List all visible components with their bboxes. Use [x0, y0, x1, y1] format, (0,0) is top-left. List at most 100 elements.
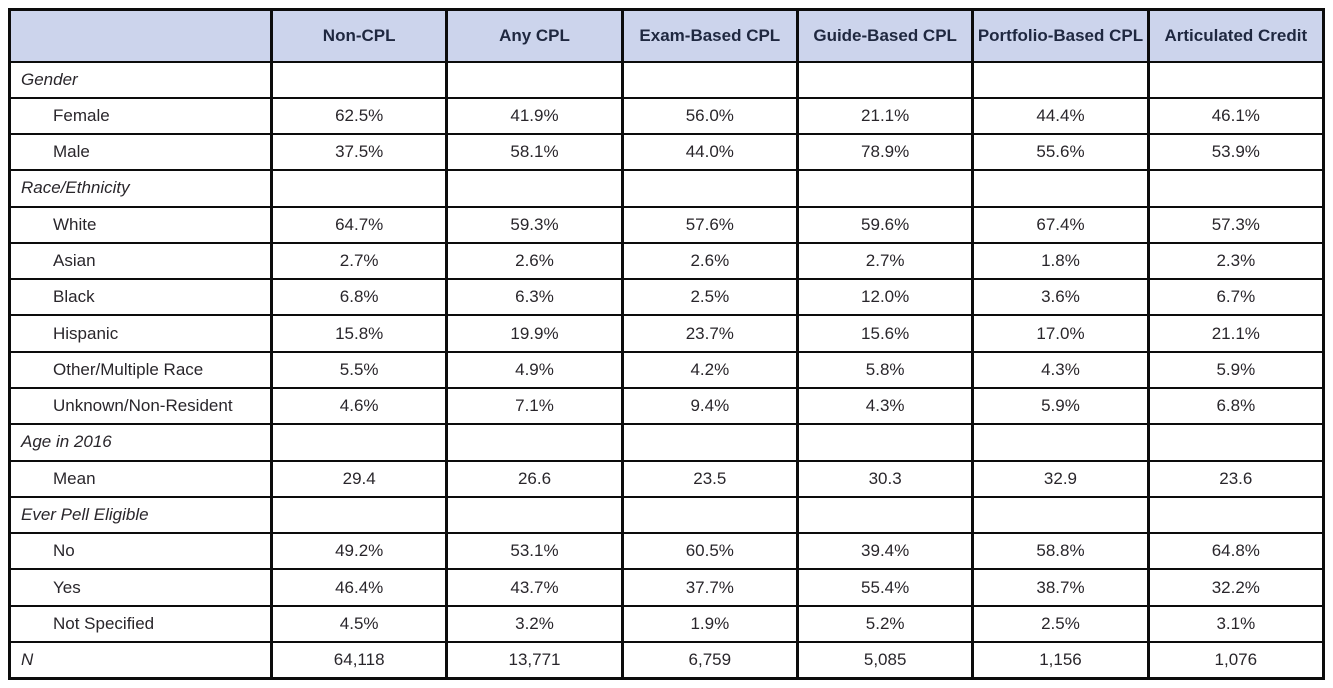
value-cell — [971, 423, 1150, 462]
table-row: Not Specified 4.5% 3.2% 1.9% 5.2% 2.5% 3.1% — [8, 604, 1326, 644]
header-row: Non-CPL Any CPL Exam-Based CPL Guide-Based … — [8, 8, 1326, 63]
column-header: Any CPL — [445, 8, 624, 63]
row-label: Gender — [8, 60, 273, 99]
value-cell — [971, 60, 1150, 99]
value-cell — [620, 60, 799, 99]
value-cell: 17.0% — [971, 314, 1150, 353]
section-row: Race/Ethnicity — [8, 169, 1326, 208]
value-cell — [971, 495, 1150, 535]
value-cell: 1,076 — [1146, 641, 1326, 680]
value-cell: 2.7% — [269, 241, 449, 281]
value-cell: 2.7% — [795, 241, 975, 281]
value-cell: 39.4% — [795, 532, 975, 571]
value-cell: 60.5% — [620, 532, 799, 571]
value-cell — [1146, 423, 1326, 462]
value-cell — [620, 169, 799, 208]
value-cell — [795, 60, 975, 99]
value-cell: 23.7% — [620, 314, 799, 353]
value-cell: 57.6% — [620, 205, 799, 244]
column-header: Articulated Credit — [1146, 8, 1326, 63]
row-label: Race/Ethnicity — [8, 169, 273, 208]
value-cell: 5,085 — [795, 641, 975, 680]
header-empty-cell — [8, 8, 273, 63]
table-row: Unknown/Non-Resident 4.6% 7.1% 9.4% 4.3% 5.9%… — [8, 387, 1326, 426]
value-cell: 32.2% — [1146, 568, 1326, 607]
value-cell: 23.6 — [1146, 459, 1326, 498]
row-label: Mean — [8, 459, 273, 498]
value-cell: 21.1% — [1146, 314, 1326, 353]
row-label: Unknown/Non-Resident — [8, 387, 273, 426]
value-cell — [269, 495, 449, 535]
row-label: Age in 2016 — [8, 423, 273, 462]
value-cell: 3.6% — [971, 278, 1150, 317]
value-cell: 56.0% — [620, 96, 799, 136]
value-cell: 6.8% — [1146, 387, 1326, 426]
value-cell: 46.4% — [269, 568, 449, 607]
value-cell: 64.8% — [1146, 532, 1326, 571]
value-cell: 2.3% — [1146, 241, 1326, 281]
column-header: Non-CPL — [269, 8, 449, 63]
value-cell: 4.5% — [269, 604, 449, 644]
value-cell: 37.7% — [620, 568, 799, 607]
value-cell: 6.3% — [445, 278, 624, 317]
value-cell: 4.3% — [971, 350, 1150, 390]
value-cell — [795, 495, 975, 535]
value-cell: 1.8% — [971, 241, 1150, 281]
value-cell: 62.5% — [269, 96, 449, 136]
value-cell: 4.6% — [269, 387, 449, 426]
value-cell — [971, 169, 1150, 208]
value-cell — [445, 495, 624, 535]
row-label: Other/Multiple Race — [8, 350, 273, 390]
value-cell: 64.7% — [269, 205, 449, 244]
value-cell — [795, 169, 975, 208]
section-row: Gender — [8, 60, 1326, 99]
value-cell: 38.7% — [971, 568, 1150, 607]
value-cell: 1,156 — [971, 641, 1150, 680]
cpl-characteristics-table: Non-CPL Any CPL Exam-Based CPL Guide-Based … — [8, 8, 1326, 680]
value-cell: 21.1% — [795, 96, 975, 136]
table-row: Mean 29.4 26.6 23.5 30.3 32.9 23.6 — [8, 459, 1326, 498]
value-cell — [445, 169, 624, 208]
value-cell: 46.1% — [1146, 96, 1326, 136]
value-cell: 5.9% — [971, 387, 1150, 426]
value-cell — [1146, 169, 1326, 208]
value-cell: 53.9% — [1146, 133, 1326, 172]
value-cell: 2.6% — [445, 241, 624, 281]
value-cell: 5.2% — [795, 604, 975, 644]
table-header: Non-CPL Any CPL Exam-Based CPL Guide-Based … — [8, 8, 1326, 63]
value-cell: 78.9% — [795, 133, 975, 172]
row-label: Ever Pell Eligible — [8, 495, 273, 535]
row-label: White — [8, 205, 273, 244]
value-cell: 64,118 — [269, 641, 449, 680]
value-cell: 1.9% — [620, 604, 799, 644]
value-cell: 13,771 — [445, 641, 624, 680]
value-cell: 29.4 — [269, 459, 449, 498]
table-row: No 49.2% 53.1% 60.5% 39.4% 58.8% 64.8% — [8, 532, 1326, 571]
value-cell: 55.4% — [795, 568, 975, 607]
value-cell: 59.3% — [445, 205, 624, 244]
value-cell: 3.1% — [1146, 604, 1326, 644]
value-cell — [269, 423, 449, 462]
table-row: Black 6.8% 6.3% 2.5% 12.0% 3.6% 6.7% — [8, 278, 1326, 317]
value-cell: 37.5% — [269, 133, 449, 172]
value-cell: 44.4% — [971, 96, 1150, 136]
table-row: White 64.7% 59.3% 57.6% 59.6% 67.4% 57.3% — [8, 205, 1326, 244]
value-cell: 58.8% — [971, 532, 1150, 571]
row-label: N — [8, 641, 273, 680]
value-cell: 7.1% — [445, 387, 624, 426]
row-label: Yes — [8, 568, 273, 607]
table-row: Yes 46.4% 43.7% 37.7% 55.4% 38.7% 32.2% — [8, 568, 1326, 607]
table-row: Hispanic 15.8% 19.9% 23.7% 15.6% 17.0% 21.1% — [8, 314, 1326, 353]
value-cell: 57.3% — [1146, 205, 1326, 244]
value-cell: 23.5 — [620, 459, 799, 498]
value-cell — [620, 423, 799, 462]
row-label: Asian — [8, 241, 273, 281]
value-cell: 5.5% — [269, 350, 449, 390]
value-cell: 58.1% — [445, 133, 624, 172]
value-cell: 4.3% — [795, 387, 975, 426]
value-cell: 4.9% — [445, 350, 624, 390]
value-cell: 15.6% — [795, 314, 975, 353]
table-row: Other/Multiple Race 5.5% 4.9% 4.2% 5.8% 4.3% 5… — [8, 350, 1326, 390]
value-cell — [269, 60, 449, 99]
